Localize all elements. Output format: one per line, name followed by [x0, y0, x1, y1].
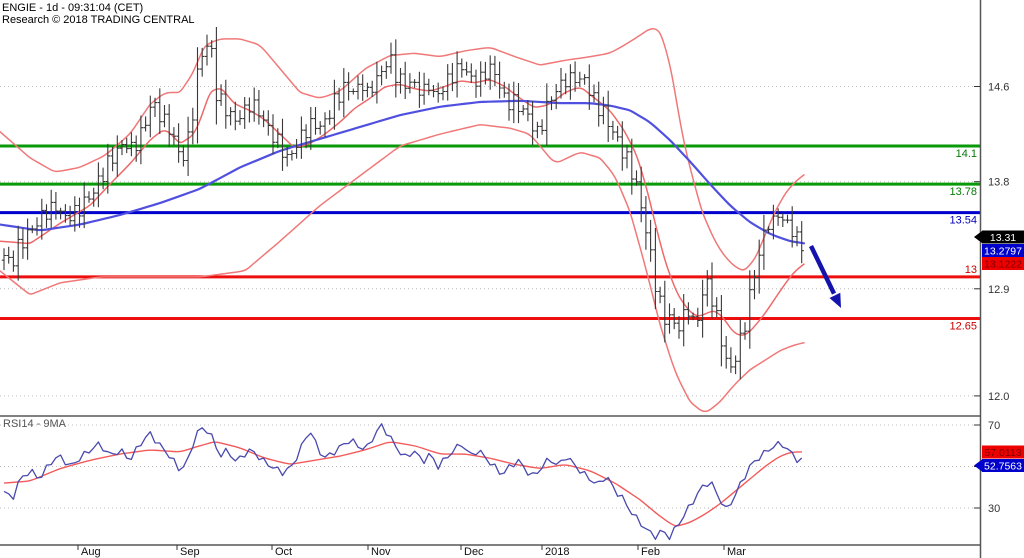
last-price-badge-0: 13.31 [974, 230, 1024, 244]
axis-tick-label: 14.6 [988, 82, 1009, 94]
badge-value: 13.2797 [984, 245, 1022, 257]
month-label: Feb [641, 546, 660, 558]
rsi-line [3, 423, 803, 541]
value-axis-labels: 14.613.812.912.0705030 [974, 82, 1009, 515]
month-label: Oct [275, 546, 292, 558]
axis-tick-label: 13.8 [988, 177, 1009, 189]
badge-pointer [974, 231, 982, 243]
rsi-value-badge-0: 57.0113 [982, 445, 1024, 459]
badge-value: 52.7563 [984, 460, 1022, 472]
ohlc-bar-path [1, 27, 804, 380]
month-label: Mar [727, 546, 746, 558]
month-label: Dec [464, 546, 484, 558]
horizontal-levels: 14.1 13.78 13.54 13 12.65 [0, 144, 980, 333]
signal-arrow-shaft [808, 245, 837, 295]
month-label: Aug [81, 546, 101, 558]
axis-tick-label: 12.9 [988, 284, 1009, 296]
level-label: 14.1 [956, 148, 977, 160]
blue-moving-average [0, 99, 806, 245]
month-label: Nov [371, 546, 391, 558]
bollinger-upper-band [0, 27, 805, 271]
level-label: 13.54 [949, 215, 977, 227]
ohlc-bars [1, 27, 804, 380]
chart-copyright: Research © 2018 TRADING CENTRAL [2, 14, 195, 26]
axis-tick-label: 12.0 [988, 391, 1009, 403]
last-price-badge-1: 13.2797 [982, 244, 1024, 257]
badge-rect [982, 230, 1024, 244]
level-label: 13 [965, 264, 977, 276]
badge-value: 57.0113 [984, 447, 1021, 459]
badge-rect [982, 445, 1024, 459]
red-moving-average [0, 79, 805, 336]
badge-value: 13.1222 [984, 258, 1022, 270]
month-label: Sep [180, 546, 200, 558]
rsi-signal-line [3, 441, 802, 527]
badge-rect [982, 244, 1024, 257]
level-label: 12.65 [949, 321, 977, 333]
signal-arrow-icon [829, 292, 841, 308]
axis-tick-label: 30 [988, 503, 1000, 515]
bollinger-lower-band [0, 124, 805, 413]
month-label: 2018 [545, 546, 569, 558]
time-axis: Aug Sep Oct Nov Dec 2018 Feb Mar [77, 545, 746, 558]
rsi-value-badge-1: 52.7563 [974, 459, 1024, 472]
badge-value: 13.31 [990, 232, 1016, 244]
badge-pointer [974, 459, 982, 472]
chart-title: ENGIE - 1d - 09:31:04 (CET) [2, 2, 143, 14]
axis-tick-label: 70 [988, 420, 1000, 432]
badge-rect [982, 459, 1024, 472]
badge-rect [982, 257, 1024, 270]
last-price-badge-2: 13.1222 [982, 257, 1024, 270]
grid-lines [0, 86, 980, 509]
level-label: 13.78 [949, 186, 977, 198]
rsi-legend-label: RSI14 - 9MA [3, 418, 67, 430]
